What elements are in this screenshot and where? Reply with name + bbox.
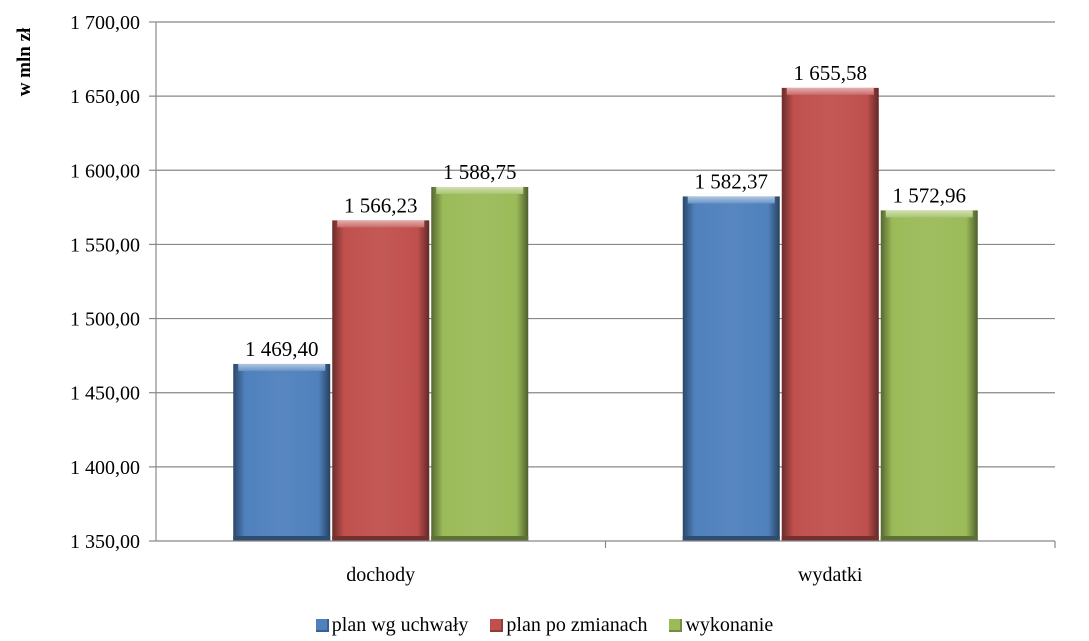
y-tick-label: 1 550,00 [70, 234, 140, 256]
legend-item-plan-wg-uchwaly: plan wg uchwały [315, 613, 469, 637]
bar-body [880, 210, 978, 541]
bar-dochody-plan-wg-uchwały [233, 363, 331, 541]
legend-swatch-plan-po-zmianach [490, 618, 504, 632]
bar-bottom-bevel [880, 536, 978, 541]
labels: 1 350,00 1 400,00 1 450,00 1 500,00 1 550,00… [70, 12, 966, 586]
legend-swatch-plan-wg-uchwaly [315, 618, 329, 632]
bar-bottom-bevel [682, 536, 780, 541]
bar-top-bevel [238, 363, 326, 371]
bar-top-bevel [786, 87, 874, 95]
data-label: 1 566,23 [344, 193, 418, 217]
bar-top-bevel [885, 210, 973, 218]
bar-top-bevel [687, 196, 775, 204]
bar-top-bevel [337, 220, 425, 228]
category-label-wydatki: wydatki [798, 564, 863, 586]
bar-wydatki-plan-wg-uchwały [682, 196, 780, 542]
legend-label-plan-wg-uchwaly: plan wg uchwały [331, 613, 469, 636]
data-label: 1 588,75 [443, 160, 517, 184]
bar-top-bevel [436, 186, 524, 194]
data-label: 1 469,40 [245, 337, 319, 361]
bar-body [431, 186, 529, 542]
legend-swatch-wykonanie [669, 618, 683, 632]
bar-bottom-bevel [332, 536, 430, 541]
data-label: 1 572,96 [893, 183, 967, 207]
bar-dochody-plan-po-zmianach [332, 220, 430, 541]
bar-wydatki-plan-po-zmianach [781, 87, 879, 541]
data-label: 1 582,37 [695, 169, 769, 193]
data-label: 1 655,58 [794, 61, 868, 85]
legend: plan wg uchwały plan po zmianach wykonan… [0, 612, 1089, 638]
y-tick-label: 1 700,00 [70, 12, 140, 34]
y-tick-label: 1 350,00 [70, 531, 140, 553]
legend-item-plan-po-zmianach: plan po zmianach [490, 614, 647, 637]
y-tick-label: 1 650,00 [70, 86, 140, 108]
bar-chart: 1 350,00 1 400,00 1 450,00 1 500,00 1 550,00… [14, 12, 1056, 586]
legend-label-plan-po-zmianach: plan po zmianach [506, 613, 648, 636]
y-tick-label: 1 400,00 [70, 457, 140, 479]
legend-item-wykonanie: wykonanie [669, 614, 773, 637]
y-axis-label: w mln zł [14, 27, 35, 96]
category-label-dochody: dochody [346, 564, 415, 586]
bar-body [781, 87, 879, 541]
y-tick-label: 1 500,00 [70, 309, 140, 331]
bars [233, 87, 978, 542]
bar-body [233, 363, 331, 541]
bar-body [682, 196, 780, 542]
bar-bottom-bevel [431, 536, 529, 541]
axes [149, 21, 1056, 548]
bar-wydatki-wykonanie [880, 210, 978, 541]
y-tick-label: 1 600,00 [70, 160, 140, 182]
bar-dochody-wykonanie [431, 186, 529, 542]
bar-body [332, 220, 430, 541]
legend-label-wykonanie: wykonanie [685, 613, 774, 636]
bar-bottom-bevel [781, 536, 879, 541]
y-tick-label: 1 450,00 [70, 383, 140, 405]
bar-bottom-bevel [233, 536, 331, 541]
